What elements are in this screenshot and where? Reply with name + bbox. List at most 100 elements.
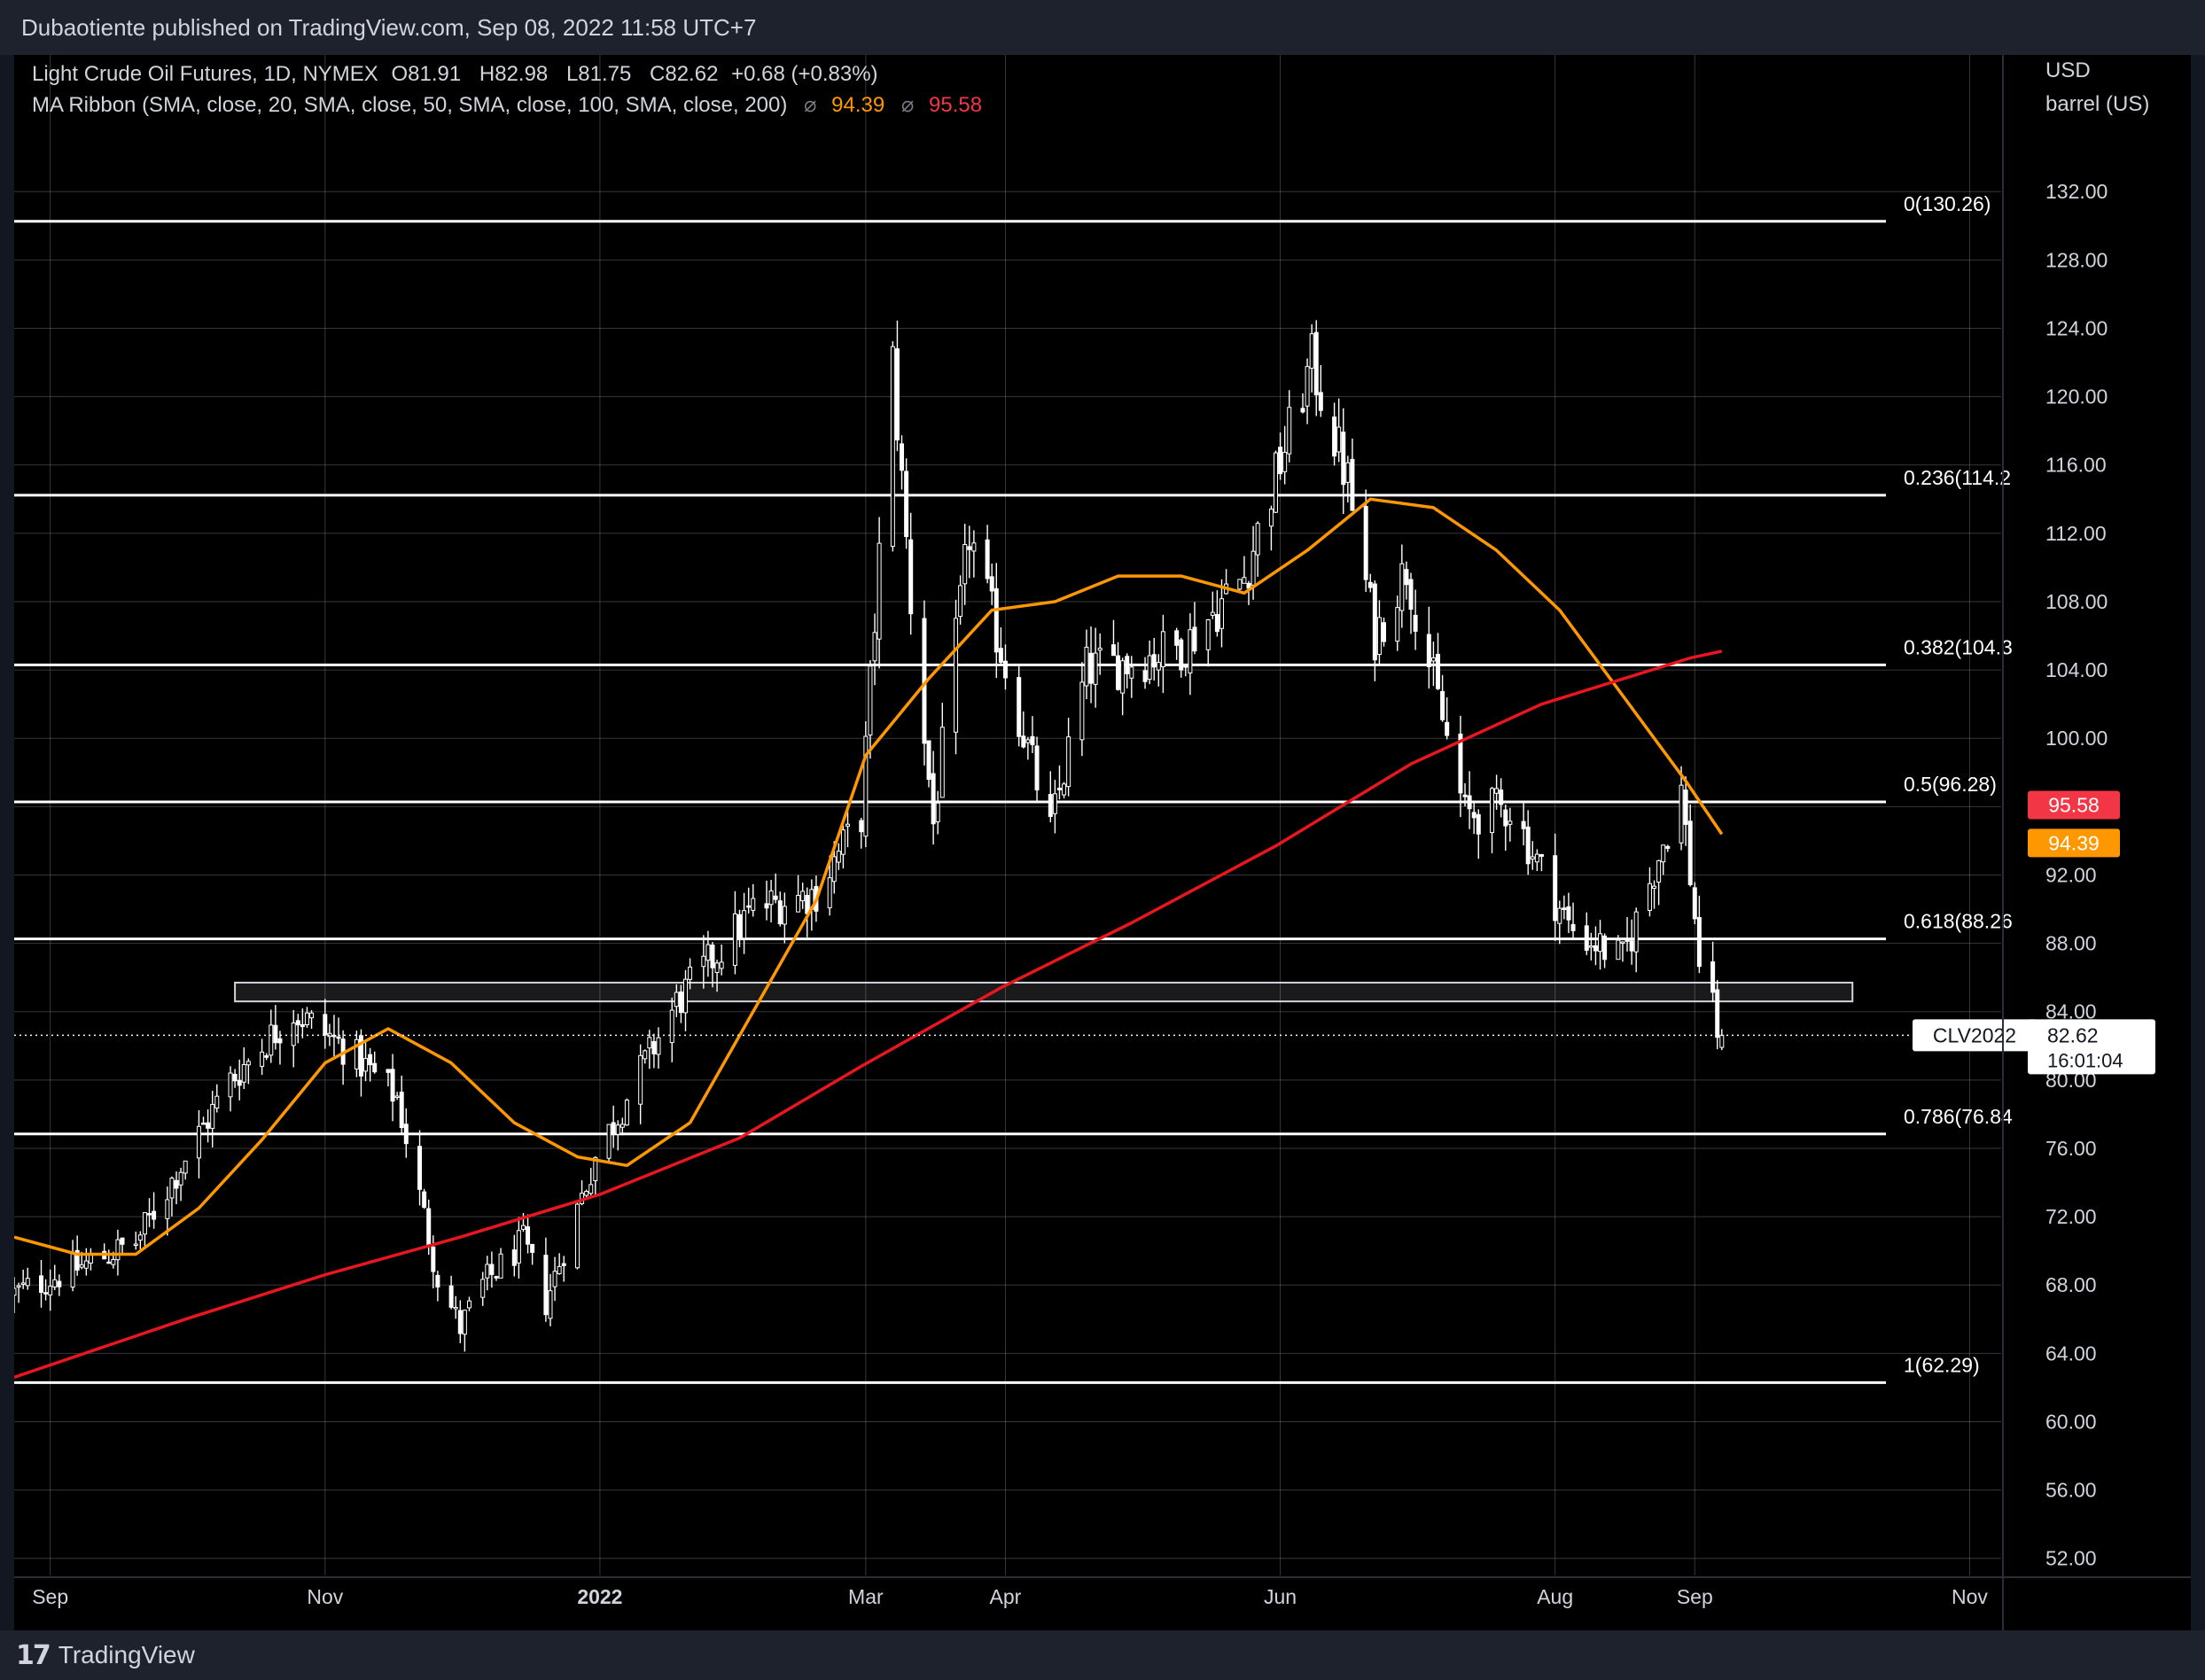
candle-down xyxy=(710,945,715,968)
candle-down xyxy=(805,895,810,914)
candle-down xyxy=(1696,916,1702,968)
tradingview-wordmark: TradingView xyxy=(58,1641,195,1668)
candle-down xyxy=(1002,660,1008,679)
candle-down xyxy=(457,1310,463,1334)
candle-down xyxy=(390,1069,395,1102)
price-tick-label: 72.00 xyxy=(2045,1205,2097,1228)
candle-up xyxy=(1633,911,1639,953)
candle-down xyxy=(777,900,783,925)
candle-down xyxy=(1088,652,1094,684)
candle-down xyxy=(1503,809,1508,827)
price-tick-label: 52.00 xyxy=(2045,1547,2097,1570)
ma-legend[interactable]: MA Ribbon (SMA, close, 20, SMA, close, 5… xyxy=(32,92,982,118)
candle-down xyxy=(1030,735,1035,745)
candle-down xyxy=(737,914,743,938)
candle-up xyxy=(1282,451,1288,472)
candle-down xyxy=(773,895,778,900)
candle-up xyxy=(1219,598,1224,629)
candle-down xyxy=(1151,654,1157,668)
candle-up xyxy=(354,1038,359,1069)
candle-down xyxy=(1318,392,1323,411)
candle-up xyxy=(1376,617,1382,656)
candle-up xyxy=(14,1287,17,1296)
candle-down xyxy=(1499,789,1504,805)
candle-down xyxy=(435,1274,440,1288)
candle-up xyxy=(1237,579,1243,590)
candle-up xyxy=(647,1037,652,1049)
candle-up xyxy=(196,1125,201,1159)
moving-averages xyxy=(14,497,1724,1379)
candle-down xyxy=(1350,458,1355,511)
candle-down xyxy=(543,1255,549,1316)
candle-down xyxy=(1125,656,1130,674)
candle-down xyxy=(489,1264,495,1275)
price-tick-label: 128.00 xyxy=(2045,248,2108,271)
footer-bar xyxy=(0,1630,2205,1680)
candle-down xyxy=(1278,447,1283,475)
candle-down xyxy=(1539,854,1544,857)
candle-up xyxy=(1309,333,1314,369)
candle-down xyxy=(1110,644,1116,657)
candle-up xyxy=(588,1184,594,1194)
price-tick-label: 60.00 xyxy=(2045,1410,2097,1433)
resistance-zone xyxy=(234,981,1854,1003)
candle-up xyxy=(619,1124,625,1128)
candle-down xyxy=(1687,821,1693,885)
candle-down xyxy=(336,1036,341,1039)
candle-up xyxy=(1093,652,1098,685)
candle-down xyxy=(57,1280,62,1287)
candle-up xyxy=(1084,646,1089,687)
symbol-legend[interactable]: Light Crude Oil Futures, 1D, NYMEX O81.9… xyxy=(32,62,878,87)
candle-up xyxy=(827,877,832,909)
candle-up xyxy=(169,1178,175,1199)
fib-level-label: 0.382(104.3 xyxy=(1904,635,2013,658)
candle-up xyxy=(1305,366,1310,407)
candle-down xyxy=(1445,721,1450,736)
price-tick-label: 76.00 xyxy=(2045,1137,2097,1160)
candle-up xyxy=(183,1160,188,1174)
candle-down xyxy=(300,1023,305,1028)
candle-down xyxy=(1116,655,1121,690)
time-tick-label: Aug xyxy=(1537,1585,1573,1608)
candle-down xyxy=(561,1263,566,1266)
candle-down xyxy=(448,1285,454,1308)
ma-visibility-icon-2: ⌀ xyxy=(900,93,915,117)
tradingview-logo[interactable]: 17 TradingView xyxy=(16,1637,195,1674)
time-tick-label: Apr xyxy=(990,1585,1022,1608)
candle-up xyxy=(165,1199,170,1219)
candle-up xyxy=(1620,941,1625,945)
candle-up xyxy=(16,1285,21,1288)
candle-up xyxy=(615,1124,620,1135)
fib-level-label: 0.618(88.26 xyxy=(1904,910,2013,933)
candle-down xyxy=(431,1246,436,1272)
candle-up xyxy=(142,1212,147,1235)
candle-up xyxy=(1336,426,1342,453)
candle-up xyxy=(1210,611,1215,616)
candle-down xyxy=(1440,690,1445,720)
time-axis: Sep Nov 2022 Mar Apr Jun Aug Sep Nov xyxy=(14,1576,2191,1608)
candle-up xyxy=(751,898,756,911)
candle-down xyxy=(1665,845,1671,849)
candle-up xyxy=(309,1012,315,1019)
candle-down xyxy=(1629,940,1634,952)
candle-up xyxy=(719,961,724,969)
candle-up xyxy=(643,1050,648,1060)
price-tick-label: 132.00 xyxy=(2045,180,2108,203)
fib-level-label: 0.236(114.2 xyxy=(1904,466,2011,489)
candle-up xyxy=(245,1061,251,1066)
candle-up xyxy=(1719,1034,1725,1048)
candle-down xyxy=(1426,634,1431,668)
ma-line-orange xyxy=(14,497,1724,1256)
chart-area[interactable]: 0(130.26) 0.236(114.2 0.382(104.3 0.5(96.28… xyxy=(14,55,2191,1630)
candle-down xyxy=(1179,639,1184,671)
candle-down xyxy=(931,773,936,825)
time-tick-label: Nov xyxy=(307,1585,343,1608)
candle-up xyxy=(768,891,774,906)
candle-down xyxy=(1593,945,1598,952)
ma-visibility-icon: ⌀ xyxy=(804,93,817,117)
price-chart[interactable]: 0(130.26) 0.236(114.2 0.382(104.3 0.5(96.28… xyxy=(14,55,2191,1630)
candle-down xyxy=(1313,331,1319,396)
ma-price-label-box xyxy=(2028,790,2120,820)
candle-down xyxy=(894,348,900,441)
candle-down xyxy=(1413,614,1418,632)
